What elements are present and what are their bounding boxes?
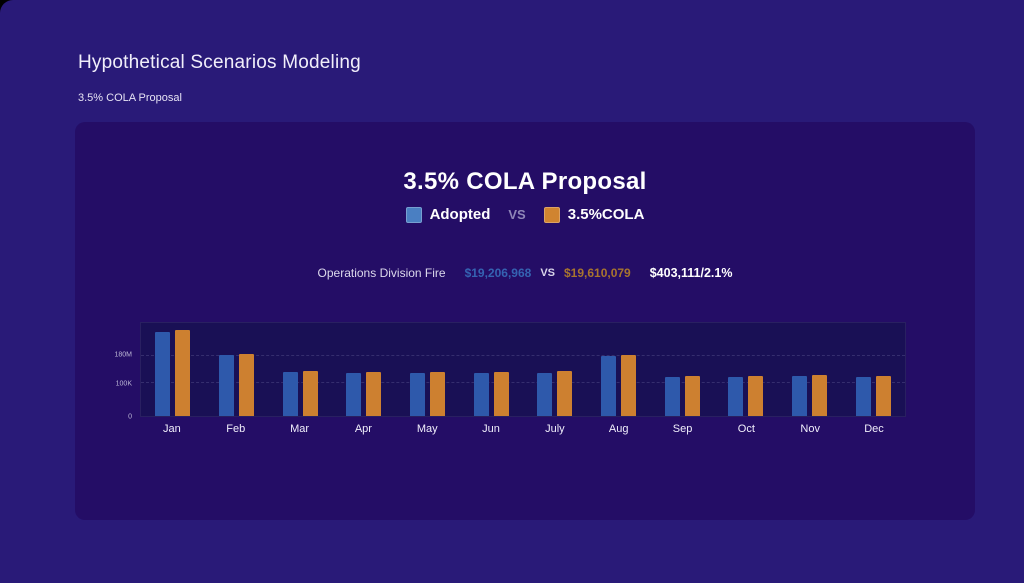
y-axis-labels: 180M 100K 0 xyxy=(75,322,133,421)
bar-group-nov xyxy=(778,323,842,416)
bar-cola-jan xyxy=(175,330,191,416)
month-label-july: July xyxy=(545,423,565,435)
month-labels: Jan Feb Mar Apr May Jun July Aug Sep Oct Nov Dec xyxy=(140,423,906,435)
adopted-swatch-icon xyxy=(405,206,422,223)
month-label-apr: Apr xyxy=(354,423,372,435)
month-label-mar: Mar xyxy=(290,423,310,435)
bar-adopted-dec xyxy=(855,376,871,416)
bar-adopted-nov xyxy=(792,376,808,416)
bar-group-dec xyxy=(841,323,905,416)
bar-group-jan xyxy=(141,323,205,416)
legend-item-adopted: Adopted xyxy=(405,206,491,223)
adopted-total-value: $19,206,968 xyxy=(464,266,532,280)
month-label-jan: Jan xyxy=(163,423,181,435)
page-subtitle: 3.5% COLA Proposal xyxy=(78,92,182,104)
month-label-jun: Jun xyxy=(482,423,500,435)
chart-title: 3.5% COLA Proposal xyxy=(403,168,647,195)
bar-cola-dec xyxy=(875,376,891,416)
bar-cola-aug xyxy=(621,354,637,416)
bar-cola-mar xyxy=(302,371,318,416)
bar-adopted-sep xyxy=(664,376,680,416)
cola-total-value: $19,610,079 xyxy=(564,266,631,280)
month-label-dec: Dec xyxy=(864,423,884,435)
month-label-aug: Aug xyxy=(608,423,629,435)
gridline-100k xyxy=(141,382,905,384)
bar-group-sep xyxy=(650,323,714,416)
month-label-may: May xyxy=(416,423,438,435)
comparison-row: Operations Division Fire $19,206,968 VS … xyxy=(75,266,975,280)
bar-adopted-may xyxy=(410,373,426,416)
y-tick-label-0: 0 xyxy=(128,413,132,421)
bar-group-aug xyxy=(587,323,651,416)
bar-adopted-july xyxy=(537,373,553,416)
bar-adopted-oct xyxy=(728,376,744,416)
scenario-card: 3.5% COLA Proposal Adopted VS 3.5%COLA O… xyxy=(75,122,975,520)
legend-label-adopted: Adopted xyxy=(429,206,491,223)
bar-adopted-jun xyxy=(473,373,489,416)
bar-adopted-mar xyxy=(282,372,298,416)
bar-group-mar xyxy=(268,323,332,416)
comparison-vs-text: VS xyxy=(540,267,555,279)
month-label-sep: Sep xyxy=(672,423,693,435)
bar-group-feb xyxy=(205,323,269,416)
bar-cola-feb xyxy=(239,353,254,416)
bar-cola-july xyxy=(557,371,573,416)
bar-group-july xyxy=(523,323,587,416)
y-tick-label-100k: 100K xyxy=(115,380,132,388)
month-label-nov: Nov xyxy=(800,423,820,435)
y-tick-label-180m: 180M xyxy=(114,351,132,359)
bar-adopted-jan xyxy=(155,332,171,416)
bar-cola-sep xyxy=(684,376,700,416)
bar-adopted-feb xyxy=(219,354,234,416)
month-label-feb: Feb xyxy=(226,423,246,435)
legend-label-cola: 3.5%COLA xyxy=(567,206,645,223)
legend-item-cola: 3.5%COLA xyxy=(543,206,645,223)
bar-cola-jun xyxy=(493,372,509,416)
page-title: Hypothetical Scenarios Modeling xyxy=(78,52,361,73)
bar-group-may xyxy=(396,323,460,416)
difference-value: $403,111/2.1% xyxy=(649,266,733,280)
bar-group-apr xyxy=(332,323,396,416)
bar-cola-oct xyxy=(748,376,764,416)
cola-swatch-icon xyxy=(543,206,560,223)
legend-vs-text: VS xyxy=(508,207,526,222)
gridline-180m xyxy=(141,354,905,356)
chart-legend: Adopted VS 3.5%COLA xyxy=(75,206,975,223)
comparison-label: Operations Division Fire xyxy=(317,266,446,280)
bar-adopted-apr xyxy=(346,373,362,416)
plot-area xyxy=(140,322,906,417)
bar-cola-nov xyxy=(812,375,828,416)
bar-cola-apr xyxy=(366,372,382,416)
bar-adopted-aug xyxy=(601,356,617,416)
month-label-oct: Oct xyxy=(737,423,755,435)
bar-cola-may xyxy=(430,372,446,416)
bar-group-oct xyxy=(714,323,778,416)
bar-group-jun xyxy=(459,323,523,416)
